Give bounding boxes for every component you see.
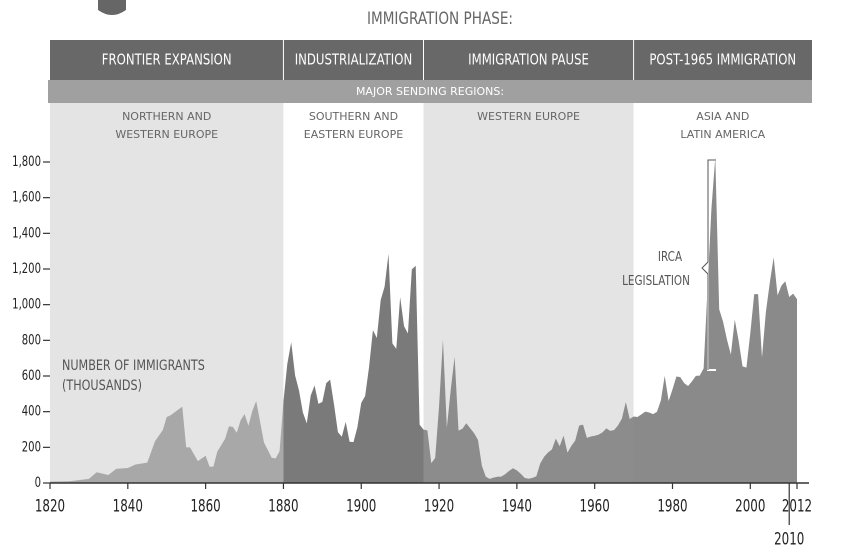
- y-tick-label: 0: [35, 474, 41, 490]
- area: [50, 157, 797, 483]
- phase-header: [50, 40, 284, 80]
- irca-bracket-line: [701, 159, 716, 370]
- y-tick-label: 1,800: [12, 153, 41, 169]
- x-tick-label: 1820: [35, 497, 65, 517]
- x-tick-label: 1960: [580, 497, 610, 517]
- y-axis-label: NUMBER OF IMMIGRANTS: [62, 357, 205, 374]
- regions-title: MAJOR SENDING REGIONS:: [356, 85, 504, 98]
- phase-header: [423, 40, 634, 80]
- x-tick-label: 1840: [113, 497, 143, 517]
- x-tick-label: 2010: [774, 530, 804, 550]
- y-tick-label: 600: [22, 367, 41, 383]
- x-tick-label: 1980: [657, 497, 687, 517]
- y-axis-label: (THOUSANDS): [62, 377, 142, 394]
- y-tick-label: 400: [22, 403, 41, 419]
- phase-background: [423, 103, 634, 483]
- region-label: LATIN AMERICA: [680, 128, 765, 141]
- region-label: EASTERN EUROPE: [304, 128, 403, 141]
- logo-fragment: [98, 0, 126, 15]
- region-label: WESTERN EUROPE: [477, 110, 580, 123]
- phase-name: FRONTIER EXPANSION: [102, 52, 232, 69]
- y-tick-label: 200: [22, 439, 41, 455]
- chart-title: IMMIGRATION PHASE:: [367, 9, 513, 29]
- y-tick-label: 1,200: [12, 260, 41, 276]
- region-label: NORTHERN AND: [122, 110, 211, 123]
- x-tick-label: 2012: [782, 497, 812, 517]
- x-tick-label: 1900: [346, 497, 376, 517]
- irca-annotation: IRCA LEGISLATION: [622, 159, 716, 371]
- x-tick-label: 2000: [735, 497, 765, 517]
- x-tick-label: 1880: [268, 497, 298, 517]
- phase-name: INDUSTRIALIZATION: [295, 52, 412, 69]
- phase-name: IMMIGRATION PAUSE: [468, 52, 589, 69]
- phase-name: POST-1965 IMMIGRATION: [649, 52, 796, 69]
- region-label: ASIA AND: [696, 110, 749, 123]
- y-tick-label: 800: [22, 332, 41, 348]
- y-tick-label: 1,400: [12, 225, 41, 241]
- y-tick-label: 1,000: [12, 296, 41, 312]
- phase-header: [283, 40, 424, 80]
- plot: [43, 157, 809, 525]
- annotation-line: LEGISLATION: [622, 273, 690, 288]
- x-tick-label: 1920: [424, 497, 454, 517]
- annotation-line: IRCA: [658, 249, 682, 264]
- region-label: SOUTHERN AND: [309, 110, 398, 123]
- region-label: WESTERN EUROPE: [115, 128, 218, 141]
- x-tick-label: 1860: [190, 497, 220, 517]
- regions-bar: [48, 80, 812, 103]
- x-tick-label: 1940: [502, 497, 532, 517]
- phase-header: [633, 40, 812, 80]
- y-tick-label: 1,600: [12, 189, 41, 205]
